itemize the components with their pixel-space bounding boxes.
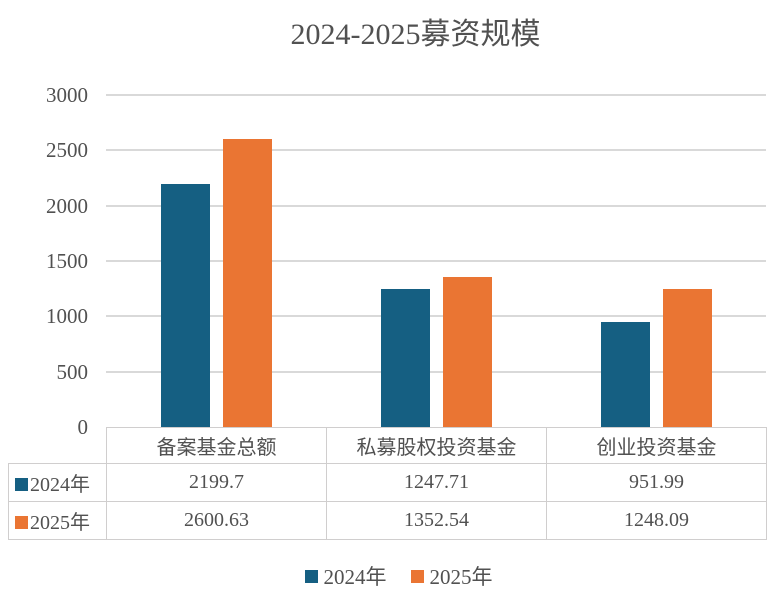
series-swatch-icon <box>15 478 28 491</box>
table-value-cell: 2199.7 <box>106 463 327 502</box>
legend-item: 2024年 <box>304 561 387 591</box>
bar-2024年-私募股权投资基金 <box>380 288 430 427</box>
y-axis-tick-label: 0 <box>77 415 89 439</box>
gridline <box>106 149 766 152</box>
gridline <box>106 315 766 318</box>
table-row-label: 2024年 <box>8 463 107 502</box>
legend-item: 2025年 <box>410 561 493 591</box>
gridline <box>106 370 766 373</box>
y-axis-tick-label: 3000 <box>46 83 88 107</box>
y-axis-tick-label: 2500 <box>46 138 88 163</box>
gridline <box>106 260 766 262</box>
bar-2024年-创业投资基金 <box>600 321 650 427</box>
table-row: 2025年 2600.63 1352.54 1248.09 <box>8 501 767 540</box>
y-axis-tick-label: 500 <box>56 359 89 384</box>
bar-2025年-创业投资基金 <box>662 288 712 427</box>
y-axis-tick-label: 1000 <box>46 304 88 329</box>
table-row: 2024年 2199.7 1247.71 951.99 <box>8 463 767 502</box>
table-value-cell: 1352.54 <box>326 501 547 540</box>
legend: 2024年 2025年 <box>28 561 769 591</box>
legend-label: 2025年 <box>429 565 493 589</box>
gridline <box>106 94 766 96</box>
legend-swatch-icon <box>410 569 424 583</box>
bar-2025年-备案基金总额 <box>222 139 272 427</box>
table-value-cell: 2600.63 <box>106 501 327 540</box>
chart-title: 2024-2025募资规模 <box>290 18 541 51</box>
table-header-cell: 私募股权投资基金 <box>326 427 547 464</box>
legend-swatch-icon <box>304 569 318 583</box>
table-header-cell: 备案基金总额 <box>106 427 327 464</box>
y-axis-tick-label: 1500 <box>46 249 88 273</box>
data-table: 备案基金总额 私募股权投资基金 创业投资基金 2024年 2199.7 1247.71 95… <box>8 427 767 540</box>
gridline <box>106 204 766 207</box>
table-value-cell: 1247.71 <box>326 463 547 502</box>
legend-label: 2024年 <box>323 565 387 589</box>
table-header-cell: 创业投资基金 <box>546 427 767 464</box>
bar-2025年-私募股权投资基金 <box>442 277 492 427</box>
table-row-label: 2025年 <box>8 501 107 540</box>
plot-area <box>106 94 766 427</box>
table-value-cell: 951.99 <box>546 463 767 502</box>
series-swatch-icon <box>15 516 28 529</box>
bar-2024年-备案基金总额 <box>160 183 210 427</box>
table-corner-blank <box>9 428 107 464</box>
y-axis-tick-label: 2000 <box>46 193 88 218</box>
table-value-cell: 1248.09 <box>546 501 767 540</box>
